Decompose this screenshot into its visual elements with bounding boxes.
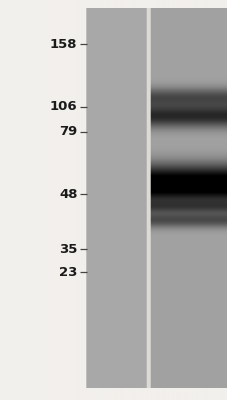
Text: 35: 35 bbox=[59, 243, 77, 256]
Text: 48: 48 bbox=[59, 188, 77, 201]
Text: 23: 23 bbox=[59, 266, 77, 278]
Text: 106: 106 bbox=[50, 100, 77, 113]
Text: 158: 158 bbox=[50, 38, 77, 50]
Text: 79: 79 bbox=[59, 125, 77, 138]
